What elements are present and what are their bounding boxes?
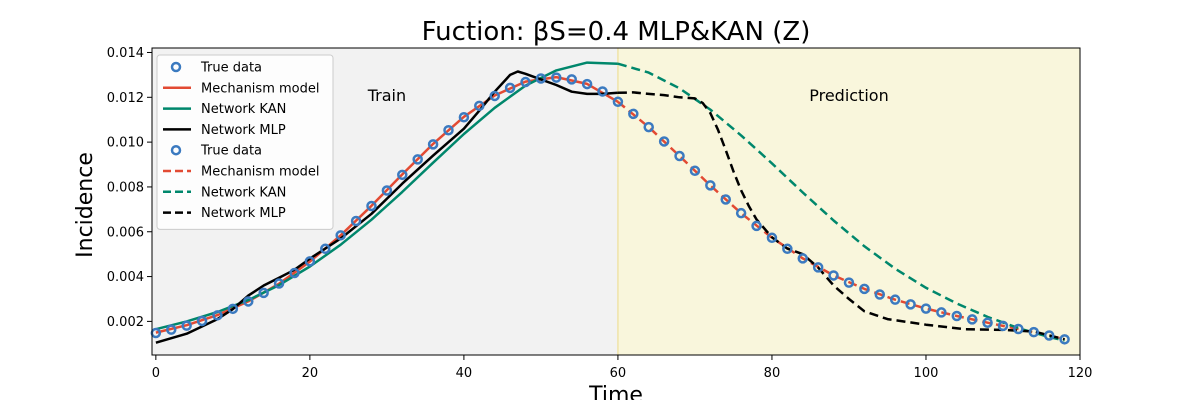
true-data-point-2: [181, 320, 192, 331]
legend-label-3: Network MLP: [201, 123, 286, 138]
legend-box: [156, 54, 334, 230]
true-data-point-54: [982, 317, 993, 328]
true-data-point-18: [427, 139, 439, 150]
y-tick-label-2: 0.006: [107, 225, 144, 240]
true-data-point-23: [504, 82, 516, 94]
true-data-point-30: [612, 96, 624, 108]
true-data-point-14: [366, 200, 377, 212]
true-data-point-12: [335, 230, 346, 241]
true-data-point-31: [628, 108, 639, 120]
true-data-point-58: [1043, 330, 1055, 341]
true-data-point-16: [397, 169, 408, 181]
x-tick-label-5: 100: [914, 366, 939, 381]
y-tick-label-3: 0.008: [107, 180, 144, 195]
true-data-point-42: [797, 253, 809, 264]
y-tick-label-5: 0.012: [107, 91, 144, 106]
legend-label-4: True data: [200, 144, 262, 159]
true-data-point-6: [243, 296, 254, 307]
x-axis-label: Time: [588, 383, 643, 400]
true-data-point-7: [258, 287, 269, 299]
true-data-point-25: [535, 73, 547, 84]
true-data-point-33: [658, 136, 670, 147]
y-tick-label-0: 0.002: [107, 315, 144, 330]
x-tick-label-1: 20: [302, 366, 319, 381]
true-data-point-37: [720, 194, 731, 205]
y-tick-label-4: 0.010: [107, 136, 144, 151]
legend-label-6: Network KAN: [201, 185, 286, 200]
axes-frame: [151, 47, 1081, 356]
legend-label-5: Mechanism model: [201, 165, 319, 180]
true-data-point-51: [936, 307, 947, 318]
true-data-point-56: [1013, 323, 1024, 335]
region-label-0: Train: [367, 86, 406, 105]
true-data-point-10: [304, 256, 316, 267]
legend: True data Mechanism model Network KAN Netwo…: [156, 54, 334, 230]
true-data-point-4: [212, 310, 223, 321]
true-data-point-13: [350, 215, 362, 227]
true-data-point-11: [320, 243, 331, 255]
true-data-point-34: [674, 150, 685, 162]
x-tick-label-2: 40: [456, 366, 473, 381]
true-data-point-1: [166, 324, 177, 335]
true-data-point-45: [843, 277, 855, 288]
legend-label-2: Network KAN: [201, 102, 286, 117]
legend-marker-4: [170, 144, 182, 156]
series-line-2: [155, 70, 618, 344]
x-tick-label-0: 0: [152, 366, 160, 381]
x-tick-label-4: 80: [764, 366, 781, 381]
x-tick-label-6: 120: [1068, 366, 1093, 381]
x-tick-label-3: 60: [610, 366, 627, 381]
true-data-point-57: [1028, 326, 1040, 338]
true-data-point-29: [597, 86, 608, 97]
region-labels-layer: Train Prediction: [367, 86, 889, 105]
true-data-point-32: [643, 121, 654, 133]
true-data-point-35: [689, 165, 701, 177]
true-data-point-20: [458, 111, 470, 123]
true-data-point-41: [782, 243, 793, 255]
region-label-1: Prediction: [809, 86, 888, 105]
true-data-point-48: [889, 294, 901, 305]
legend-label-0: True data: [200, 61, 262, 76]
true-data-point-5: [227, 303, 239, 315]
true-data-point-3: [196, 315, 208, 327]
true-data-point-53: [966, 314, 978, 325]
true-data-point-26: [551, 72, 562, 83]
true-data-point-8: [273, 278, 285, 289]
true-data-point-55: [997, 320, 1009, 332]
true-data-point-17: [412, 154, 423, 165]
true-data-point-50: [920, 303, 932, 314]
chart-title: Fuction: βS=0.4 MLP&KAN (Z): [422, 17, 811, 47]
y-tick-label-1: 0.004: [107, 270, 144, 285]
series-line-3: [617, 100, 1065, 341]
true-data-point-36: [705, 180, 716, 191]
true-data-point-49: [905, 299, 916, 310]
true-data-point-39: [751, 220, 762, 232]
legend-marker-0: [170, 61, 182, 73]
true-data-point-52: [951, 310, 963, 322]
y-tick-label-6: 0.014: [107, 46, 144, 61]
true-data-point-24: [520, 76, 531, 88]
legend-label-7: Network MLP: [201, 206, 286, 221]
true-data-point-59: [1059, 334, 1070, 345]
y-axis-label: Incidence: [73, 152, 98, 258]
true-data-point-15: [381, 185, 393, 196]
true-data-point-19: [443, 124, 454, 136]
true-data-point-27: [566, 74, 577, 85]
true-data-point-38: [735, 207, 747, 219]
legend-label-1: Mechanism model: [201, 81, 319, 96]
true-data-point-47: [874, 289, 886, 300]
true-data-point-28: [581, 78, 593, 90]
true-data-point-43: [812, 262, 824, 273]
true-data-point-40: [766, 232, 778, 244]
true-data-point-9: [289, 267, 300, 279]
true-data-point-44: [828, 270, 839, 281]
series-line-5: [617, 91, 1065, 341]
ticks-layer: 0 20 40 60 80 100 120 0.002 0.004 0.006 0.008 0.010…: [107, 46, 1093, 381]
true-data-point-21: [474, 100, 485, 112]
true-data-point-22: [489, 90, 500, 102]
true-data-point-46: [859, 283, 870, 295]
